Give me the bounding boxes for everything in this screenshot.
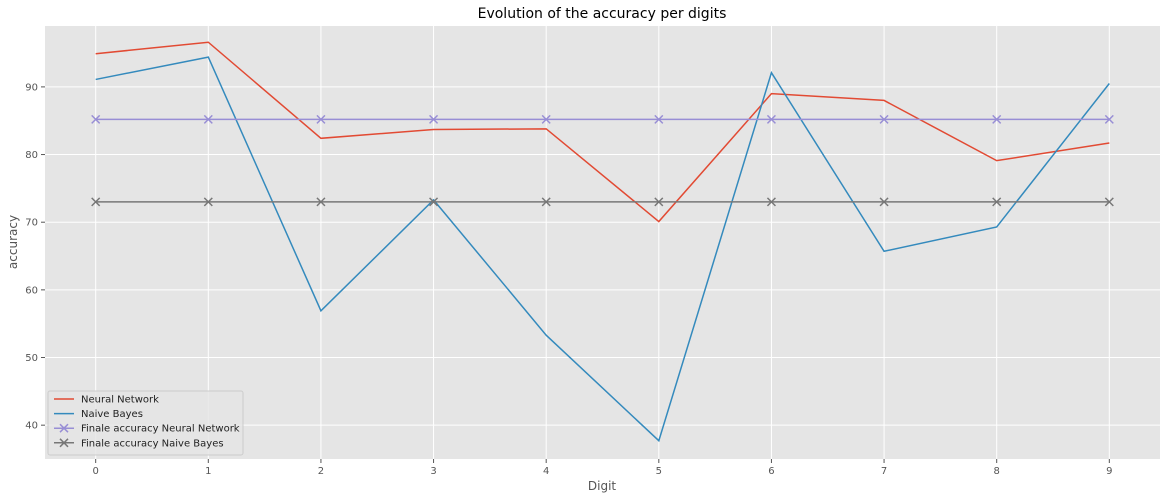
data-point-marker xyxy=(766,114,776,124)
legend-item: Neural Network xyxy=(54,395,159,406)
series-3 xyxy=(91,197,1114,207)
legend-label: Finale accuracy Naive Bayes xyxy=(81,438,224,449)
legend-label: Finale accuracy Neural Network xyxy=(81,424,240,435)
y-tick-label: 50 xyxy=(25,353,38,364)
x-tick-label: 1 xyxy=(205,466,211,477)
data-point-marker xyxy=(203,114,213,124)
grid xyxy=(45,26,1160,459)
y-tick-label: 80 xyxy=(25,150,38,161)
y-tick-label: 70 xyxy=(25,218,38,229)
legend-item: Finale accuracy Neural Network xyxy=(54,423,240,435)
chart-title: Evolution of the accuracy per digits xyxy=(478,6,727,22)
data-point-marker xyxy=(992,114,1002,124)
x-tick-label: 2 xyxy=(318,466,324,477)
x-tick-label: 3 xyxy=(430,466,436,477)
series-line xyxy=(95,41,1110,223)
x-tick-label: 4 xyxy=(543,466,549,477)
data-point-marker xyxy=(91,197,101,207)
series-1 xyxy=(95,56,1110,443)
x-tick-label: 5 xyxy=(656,466,662,477)
data-point-marker xyxy=(879,197,889,207)
legend-label: Naive Bayes xyxy=(81,409,143,420)
x-tick-label: 9 xyxy=(1106,466,1112,477)
y-tick-label: 60 xyxy=(25,285,38,296)
legend-item: Naive Bayes xyxy=(54,409,143,420)
y-tick-label: 90 xyxy=(25,82,38,93)
data-point-marker xyxy=(429,197,439,207)
series-line xyxy=(95,56,1110,443)
data-point-marker xyxy=(654,114,664,124)
data-point-marker xyxy=(766,197,776,207)
data-point-marker xyxy=(1104,197,1114,207)
x-tick-label: 0 xyxy=(92,466,98,477)
legend-frame xyxy=(47,390,244,456)
x-tick-label: 7 xyxy=(881,466,887,477)
y-axis-ticks: 40 50 60 70 80 90 xyxy=(25,82,45,432)
legend-item: Finale accuracy Naive Bayes xyxy=(54,438,224,449)
data-point-marker xyxy=(541,114,551,124)
data-point-marker xyxy=(203,197,213,207)
legend-label: Neural Network xyxy=(81,395,159,406)
data-point-marker xyxy=(541,197,551,207)
x-tick-label: 8 xyxy=(994,466,1000,477)
legend-marker xyxy=(59,438,69,448)
data-point-marker xyxy=(316,114,326,124)
y-tick-label: 40 xyxy=(25,421,38,432)
series-2 xyxy=(91,114,1114,124)
legend-marker xyxy=(59,423,69,433)
data-point-marker xyxy=(429,114,439,124)
x-tick-label: 6 xyxy=(768,466,774,477)
plot-background xyxy=(45,26,1160,459)
data-point-marker xyxy=(992,197,1002,207)
data-point-marker xyxy=(1104,114,1114,124)
data-point-marker xyxy=(91,114,101,124)
data-point-marker xyxy=(879,114,889,124)
series-layer xyxy=(91,41,1114,443)
series-0 xyxy=(95,41,1110,223)
legend: Neural Network Naive Bayes Finale accuracy… xyxy=(47,390,244,456)
y-axis-label: accuracy xyxy=(6,215,20,269)
x-axis-label: Digit xyxy=(588,479,617,493)
x-axis-ticks: 0 1 2 3 4 5 6 7 8 9 xyxy=(92,459,1113,477)
data-point-marker xyxy=(654,197,664,207)
data-point-marker xyxy=(316,197,326,207)
